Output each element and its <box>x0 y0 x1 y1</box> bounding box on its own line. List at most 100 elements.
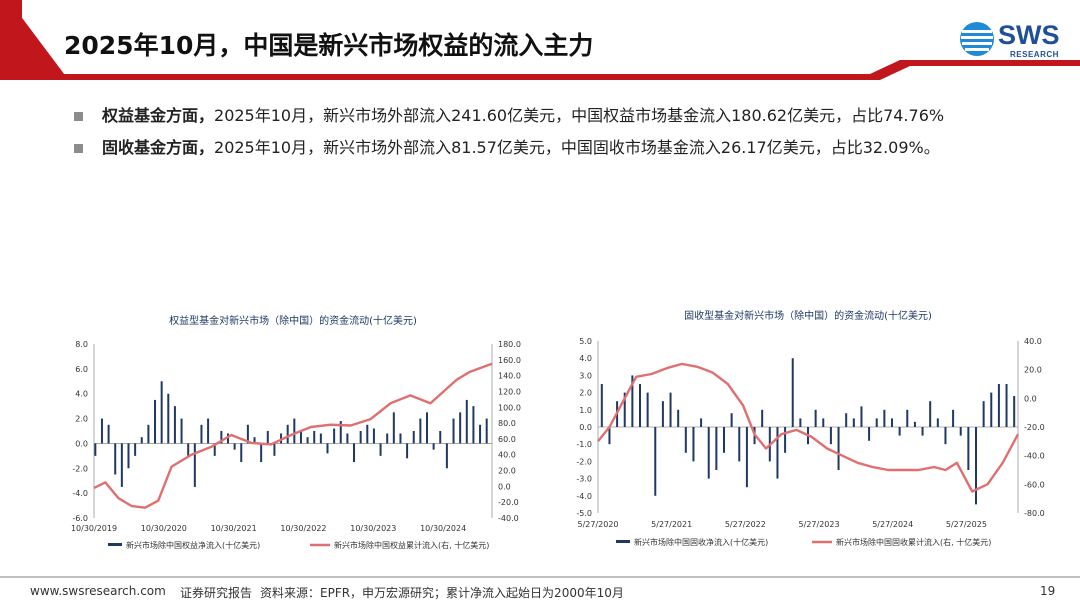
flow-bar <box>413 431 415 443</box>
flow-bar <box>260 443 262 462</box>
cumulative-flow-line <box>94 364 492 508</box>
footer-website[interactable]: www.swsresearch.com <box>30 584 166 598</box>
flow-bar <box>883 410 885 427</box>
flow-bar <box>472 406 474 443</box>
flow-bar <box>486 419 488 444</box>
flow-bar <box>815 410 817 427</box>
page-title: 2025年10月，中国是新兴市场权益的流入主力 <box>64 26 593 62</box>
footer-source: 资料来源：EPFR，申万宏源研究；累计净流入起始日为2000年10月 <box>260 584 624 601</box>
flow-bar <box>287 425 289 444</box>
right-tick-label: 40.0 <box>498 451 516 460</box>
flow-bar <box>114 443 116 474</box>
flow-bar <box>975 427 977 504</box>
flow-bar <box>393 412 395 443</box>
left-tick-label: 1.0 <box>579 406 592 415</box>
flow-bar <box>267 431 269 443</box>
logo-subtext: RESEARCH <box>1010 50 1059 59</box>
flow-bar <box>386 433 388 443</box>
flow-bar <box>639 384 641 427</box>
left-tick-label: 0.0 <box>75 439 88 448</box>
right-tick-label: -20.0 <box>498 498 519 507</box>
right-tick-label: 0.0 <box>498 482 511 491</box>
flow-bar <box>784 427 786 453</box>
flow-bar <box>731 413 733 427</box>
equity-flow-chart-svg: 权益型基金对新兴市场（除中国）的资金流动(十亿美元) -6.0 -4.0 -2.0 0.… <box>40 308 550 560</box>
chart-title: 固收型基金对新兴市场（除中国）的资金流动(十亿美元) <box>684 309 932 322</box>
logo-wordmark: SWS <box>998 20 1060 51</box>
flow-bar <box>960 427 962 436</box>
x-tick-label: 10/30/2024 <box>420 524 466 533</box>
flow-bar <box>147 425 149 444</box>
flow-bar <box>373 429 375 444</box>
sws-logo: SWS RESEARCH <box>958 20 1068 60</box>
flow-bar <box>776 427 778 479</box>
equity-flow-chart: 权益型基金对新兴市场（除中国）的资金流动(十亿美元) -6.0 -4.0 -2.0 0.… <box>40 308 550 560</box>
left-tick-label: 2.0 <box>579 389 592 398</box>
left-tick-label: -6.0 <box>72 514 88 523</box>
flow-bar <box>952 410 954 427</box>
flow-bar <box>944 427 946 444</box>
bullet-fixed-income-text: 2025年10月，新兴市场外部流入81.57亿美元，中国固收市场基金流入26.1… <box>214 138 940 157</box>
flow-bar <box>761 410 763 427</box>
flow-bar <box>891 418 893 427</box>
flow-bar <box>967 427 969 470</box>
left-tick-label: 4.0 <box>75 390 88 399</box>
x-tick-label: 5/27/2021 <box>651 520 692 529</box>
flow-bar <box>313 431 315 443</box>
x-tick-label: 5/27/2023 <box>799 520 840 529</box>
flow-bar <box>466 400 468 444</box>
x-tick-label: 5/27/2025 <box>946 520 987 529</box>
left-tick-label: 3.0 <box>579 371 592 380</box>
right-tick-label: 80.0 <box>498 419 516 428</box>
x-tick-label: 5/27/2020 <box>577 520 618 529</box>
bond-flow-chart-svg: 固收型基金对新兴市场（除中国）的资金流动(十亿美元) -5.0 -4.0 -3.0 -2… <box>560 305 1075 560</box>
flow-bar <box>207 419 209 444</box>
bullet-square-icon <box>74 112 83 121</box>
legend-line-label: 新兴市场除中国固收累计流入(右, 十亿美元) <box>836 537 991 547</box>
flow-bar <box>670 393 672 427</box>
flow-bar <box>860 406 862 427</box>
legend-bar-label: 新兴市场除中国固收净流入(十亿美元) <box>634 537 768 547</box>
bullet-equity-text: 2025年10月，新兴市场外部流入241.60亿美元，中国权益市场基金流入180… <box>214 106 944 125</box>
right-tick-label: 60.0 <box>498 435 516 444</box>
flow-bar <box>700 418 702 427</box>
flow-bar <box>906 410 908 427</box>
flow-bar <box>822 418 824 427</box>
x-tick-label: 10/30/2019 <box>71 524 117 533</box>
left-tick-label: 2.0 <box>75 415 88 424</box>
flow-bar <box>426 412 428 443</box>
flow-bar <box>446 443 448 468</box>
bullet-list: 权益基金方面，2025年10月，新兴市场外部流入241.60亿美元，中国权益市场… <box>72 104 1042 168</box>
left-tick-label: -5.0 <box>576 509 592 518</box>
flow-bar <box>108 425 110 444</box>
right-tick-label: 140.0 <box>498 372 521 381</box>
flow-bar <box>346 433 348 443</box>
flow-bar <box>853 418 855 427</box>
flow-bar <box>161 381 163 443</box>
flow-bar <box>998 384 1000 427</box>
flow-bar <box>677 410 679 427</box>
legend-bar-label: 新兴市场除中国权益净流入(十亿美元) <box>126 540 260 550</box>
flow-bar <box>647 393 649 427</box>
right-tick-label: 20.0 <box>498 467 516 476</box>
flow-bar <box>914 422 916 427</box>
flow-bar <box>845 413 847 427</box>
flow-bar <box>459 412 461 443</box>
flow-bar <box>240 443 242 462</box>
bullet-fixed-income: 固收基金方面，2025年10月，新兴市场外部流入81.57亿美元，中国固收市场基… <box>72 136 1042 160</box>
flow-bar <box>174 406 176 443</box>
left-tick-label: -2.0 <box>72 464 88 473</box>
flow-bar <box>899 427 901 436</box>
x-tick-label: 5/27/2022 <box>725 520 766 529</box>
flow-bar <box>134 443 136 455</box>
flow-bar <box>439 431 441 443</box>
right-tick-label: 100.0 <box>498 403 521 412</box>
x-tick-label: 10/30/2022 <box>280 524 326 533</box>
flow-bar <box>167 394 169 444</box>
flow-bar <box>273 443 275 455</box>
flow-bar <box>708 427 710 479</box>
x-tick-label: 5/27/2024 <box>872 520 913 529</box>
flow-bar <box>94 443 96 455</box>
right-tick-label: 180.0 <box>498 340 521 349</box>
right-tick-label: -60.0 <box>1024 480 1045 489</box>
